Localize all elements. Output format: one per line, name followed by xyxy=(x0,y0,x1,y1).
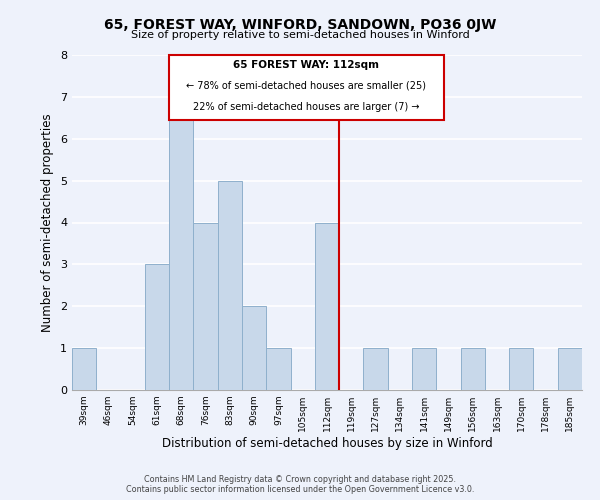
Text: 65, FOREST WAY, WINFORD, SANDOWN, PO36 0JW: 65, FOREST WAY, WINFORD, SANDOWN, PO36 0… xyxy=(104,18,496,32)
FancyBboxPatch shape xyxy=(169,55,443,120)
Bar xyxy=(193,222,218,390)
Text: Contains HM Land Registry data © Crown copyright and database right 2025.
Contai: Contains HM Land Registry data © Crown c… xyxy=(126,474,474,494)
Bar xyxy=(72,348,96,390)
Bar xyxy=(218,180,242,390)
Bar xyxy=(364,348,388,390)
Y-axis label: Number of semi-detached properties: Number of semi-detached properties xyxy=(41,113,55,332)
Bar xyxy=(242,306,266,390)
Text: Size of property relative to semi-detached houses in Winford: Size of property relative to semi-detach… xyxy=(131,30,469,40)
Text: 65 FOREST WAY: 112sqm: 65 FOREST WAY: 112sqm xyxy=(233,60,379,70)
Bar xyxy=(169,97,193,390)
Bar xyxy=(145,264,169,390)
Text: 22% of semi-detached houses are larger (7) →: 22% of semi-detached houses are larger (… xyxy=(193,102,419,113)
Bar xyxy=(412,348,436,390)
Bar xyxy=(315,222,339,390)
Bar xyxy=(461,348,485,390)
Text: ← 78% of semi-detached houses are smaller (25): ← 78% of semi-detached houses are smalle… xyxy=(187,80,427,90)
Bar xyxy=(509,348,533,390)
X-axis label: Distribution of semi-detached houses by size in Winford: Distribution of semi-detached houses by … xyxy=(161,437,493,450)
Bar xyxy=(558,348,582,390)
Bar xyxy=(266,348,290,390)
